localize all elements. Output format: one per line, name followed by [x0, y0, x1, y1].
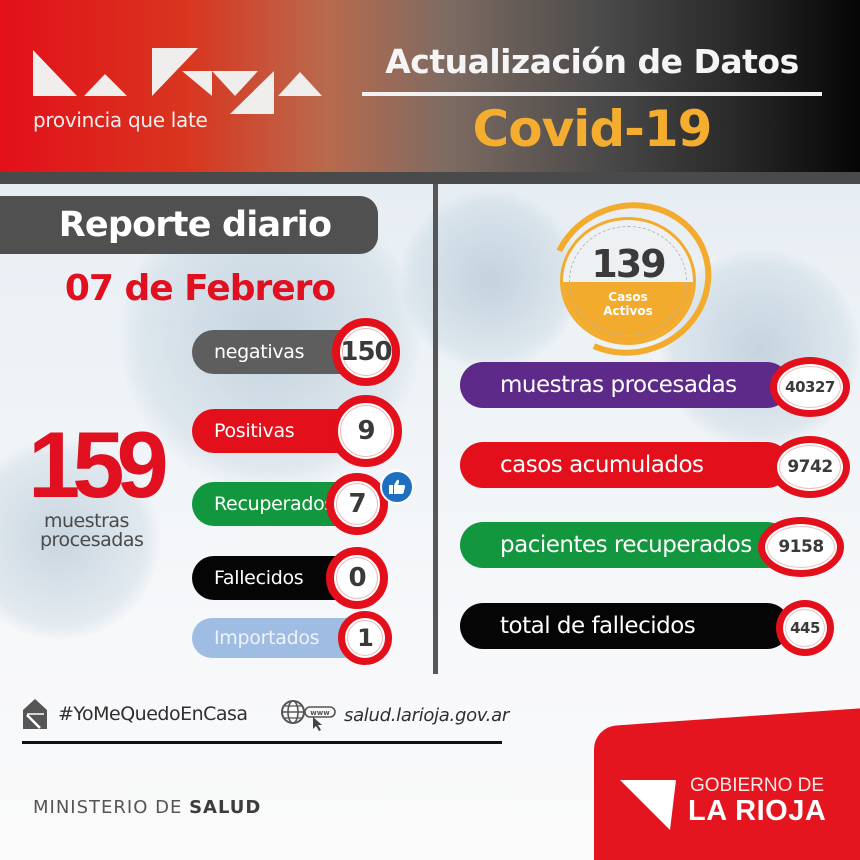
government-line1: GOBIERNO DE: [690, 775, 825, 796]
total-label: pacientes recuperados: [500, 532, 752, 558]
globe-www-icon: www: [281, 700, 336, 731]
active-cases-value: 139: [591, 242, 666, 286]
header-banner: provincia que late Actualización de Dato…: [0, 0, 860, 172]
daily-value: 1: [357, 624, 374, 652]
total-value: 445: [790, 619, 820, 637]
total-row-fallecidos: total de fallecidos 445: [460, 600, 835, 656]
daily-value: 7: [348, 489, 366, 519]
daily-value-circle: 0: [326, 547, 388, 609]
total-value: 9158: [778, 537, 824, 557]
total-samples-label: muestras procesadas: [40, 510, 144, 551]
total-samples-label-line2: procesadas: [40, 529, 144, 551]
total-label-pill: muestras procesadas: [460, 362, 790, 408]
daily-label: negativas: [214, 341, 305, 363]
header-subtitle: Covid-19: [472, 100, 713, 158]
daily-value: 0: [348, 563, 366, 593]
active-cases-label-line2: Activos: [603, 304, 653, 318]
active-cases-label-line1: Casos: [608, 290, 648, 304]
website-link[interactable]: salud.larioja.gov.ar: [344, 704, 509, 726]
daily-label: Fallecidos: [214, 567, 304, 589]
active-cases-dashed-ring: [569, 226, 687, 336]
virus-decoration: [400, 190, 580, 370]
hashtag: #YoMeQuedoEnCasa: [22, 698, 248, 730]
logo-tagline: provincia que late: [33, 108, 208, 132]
daily-report-heading-text: Reporte diario: [58, 205, 332, 245]
la-rioja-logo-icon: [33, 48, 322, 114]
daily-label: Recuperados: [214, 493, 335, 515]
total-row-recuperados: pacientes recuperados 9158: [460, 517, 844, 577]
ministry-name: MINISTERIO DE SALUD: [33, 797, 261, 818]
daily-row-positivas: Positivas 9: [192, 395, 407, 467]
daily-value-circle: 1: [338, 611, 392, 665]
daily-value: 9: [357, 416, 375, 446]
total-value-circle: 9742: [770, 436, 850, 498]
daily-label: Positivas: [214, 420, 295, 442]
active-cases-badge: 139 Casos Activos: [526, 179, 734, 379]
daily-row-negativas: negativas 150: [192, 318, 407, 386]
report-date: 07 de Febrero: [64, 268, 336, 309]
government-line2: LA RIOJA: [688, 795, 827, 827]
total-value-circle: 445: [776, 600, 834, 656]
footer-rule: [22, 741, 502, 744]
total-row-casos: casos acumulados 9742: [460, 436, 850, 498]
total-label-pill: pacientes recuperados: [460, 522, 790, 568]
government-triangle-icon: [620, 780, 676, 830]
website[interactable]: www salud.larioja.gov.ar: [280, 698, 509, 732]
vertical-divider: [433, 184, 438, 674]
daily-value: 150: [340, 337, 392, 367]
hashtag-text: #YoMeQuedoEnCasa: [58, 703, 248, 725]
active-cases-label: Casos Activos: [563, 290, 693, 318]
total-label: total de fallecidos: [500, 613, 696, 639]
virus-decoration: [0, 440, 160, 640]
total-row-muestras: muestras procesadas 40327: [460, 357, 850, 417]
header-underline: [362, 92, 822, 96]
header-title: Actualización de Datos: [385, 42, 799, 81]
total-samples-number: 159: [28, 412, 169, 517]
thumbs-up-icon: [380, 470, 414, 504]
daily-row-importados: Importados 1: [192, 611, 407, 665]
daily-row-fallecidos: Fallecidos 0: [192, 547, 407, 609]
header-band: [0, 172, 860, 184]
total-value-circle: 9158: [758, 517, 844, 577]
total-label-pill: total de fallecidos: [460, 603, 790, 649]
total-value-circle: 40327: [770, 357, 850, 417]
total-samples-label-line1: muestras: [44, 510, 129, 532]
total-label-pill: casos acumulados: [460, 442, 790, 488]
daily-value-circle: 9: [330, 395, 402, 467]
total-label: muestras procesadas: [500, 372, 737, 398]
daily-value-circle: 7: [326, 473, 388, 535]
total-value: 40327: [785, 378, 835, 396]
daily-value-circle: 150: [332, 318, 400, 386]
la-rioja-logo: provincia que late: [30, 44, 330, 134]
svg-text:www: www: [310, 709, 330, 717]
total-value: 9742: [787, 457, 833, 477]
home-icon: [23, 699, 47, 729]
ministry-bold: SALUD: [189, 797, 262, 818]
total-label: casos acumulados: [500, 452, 704, 478]
daily-row-recuperados: Recuperados 7: [192, 473, 407, 535]
daily-label-pill: Importados: [192, 618, 367, 658]
active-cases-circle: 139 Casos Activos: [560, 217, 696, 345]
ministry-prefix: MINISTERIO DE: [33, 797, 190, 818]
daily-report-heading: Reporte diario: [0, 196, 378, 254]
daily-label: Importados: [214, 627, 320, 649]
